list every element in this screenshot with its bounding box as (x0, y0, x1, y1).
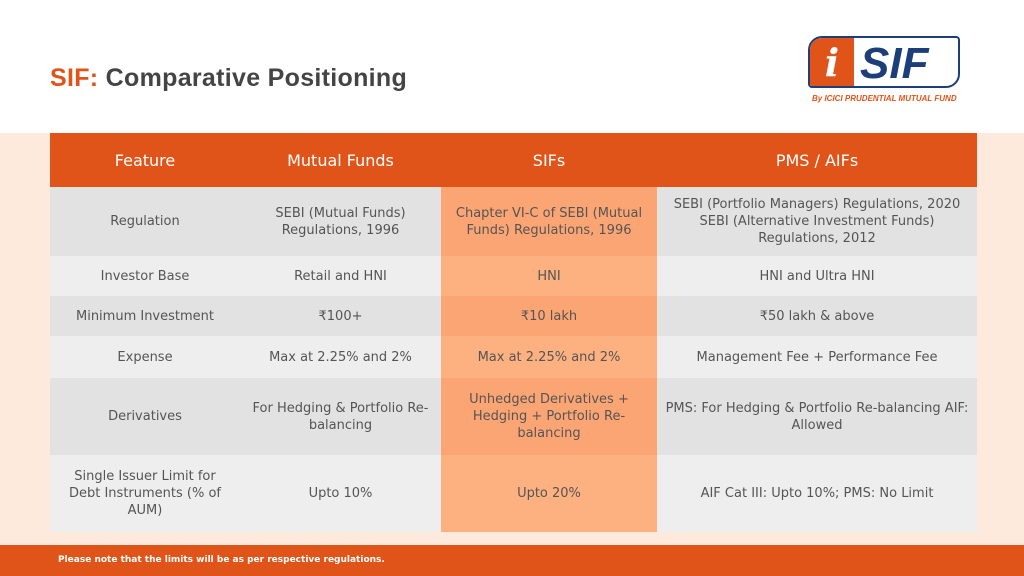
cell: AIF Cat III: Upto 10%; PMS: No Limit (657, 455, 977, 532)
comparison-table: Feature Mutual Funds SIFs PMS / AIFs Reg… (50, 133, 977, 532)
table-row: Regulation SEBI (Mutual Funds) Regulation… (50, 187, 977, 256)
cell: Max at 2.25% and 2% (441, 336, 657, 378)
cell: Investor Base (50, 256, 240, 296)
cell: SEBI (Portfolio Managers) Regulations, 2… (657, 187, 977, 256)
header-sifs: SIFs (441, 133, 657, 187)
cell: Minimum Investment (50, 296, 240, 336)
cell: HNI (441, 256, 657, 296)
cell: ₹100+ (240, 296, 441, 336)
table-row: Derivatives For Hedging & Portfolio Re-ba… (50, 378, 977, 455)
cell: Single Issuer Limit for Debt Instruments… (50, 455, 240, 532)
cell: ₹50 lakh & above (657, 296, 977, 336)
cell: HNI and Ultra HNI (657, 256, 977, 296)
cell: Max at 2.25% and 2% (240, 336, 441, 378)
cell: PMS: For Hedging & Portfolio Re-balancin… (657, 378, 977, 455)
page-title: SIF: Comparative Positioning (50, 64, 408, 92)
cell: Retail and HNI (240, 256, 441, 296)
cell: SEBI (Mutual Funds) Regulations, 1996 (240, 187, 441, 256)
header-pms-aifs: PMS / AIFs (657, 133, 977, 187)
table-row: Single Issuer Limit for Debt Instruments… (50, 455, 977, 532)
cell: Management Fee + Performance Fee (657, 336, 977, 378)
cell: Upto 10% (240, 455, 441, 532)
cell: For Hedging & Portfolio Re-balancing (240, 378, 441, 455)
isif-logo: i SIF By ICICI PRUDENTIAL MUTUAL FUND (808, 36, 968, 108)
footer-note: Please note that the limits will be as p… (58, 555, 385, 565)
cell: Unhedged Derivatives + Hedging + Portfol… (441, 378, 657, 455)
cell: Expense (50, 336, 240, 378)
header-mutual-funds: Mutual Funds (240, 133, 441, 187)
cell: Upto 20% (441, 455, 657, 532)
footer-bar: Please note that the limits will be as p… (0, 545, 1024, 576)
cell: Regulation (50, 187, 240, 256)
table-header: Feature Mutual Funds SIFs PMS / AIFs (50, 133, 977, 187)
cell: ₹10 lakh (441, 296, 657, 336)
cell: Chapter VI-C of SEBI (Mutual Funds) Regu… (441, 187, 657, 256)
table-row: Minimum Investment ₹100+ ₹10 lakh ₹50 lakh … (50, 296, 977, 336)
table-row: Expense Max at 2.25% and 2% Max at 2.25% a… (50, 336, 977, 378)
table-row: Investor Base Retail and HNI HNI HNI and Ul… (50, 256, 977, 296)
header-feature: Feature (50, 133, 240, 187)
cell: Derivatives (50, 378, 240, 455)
